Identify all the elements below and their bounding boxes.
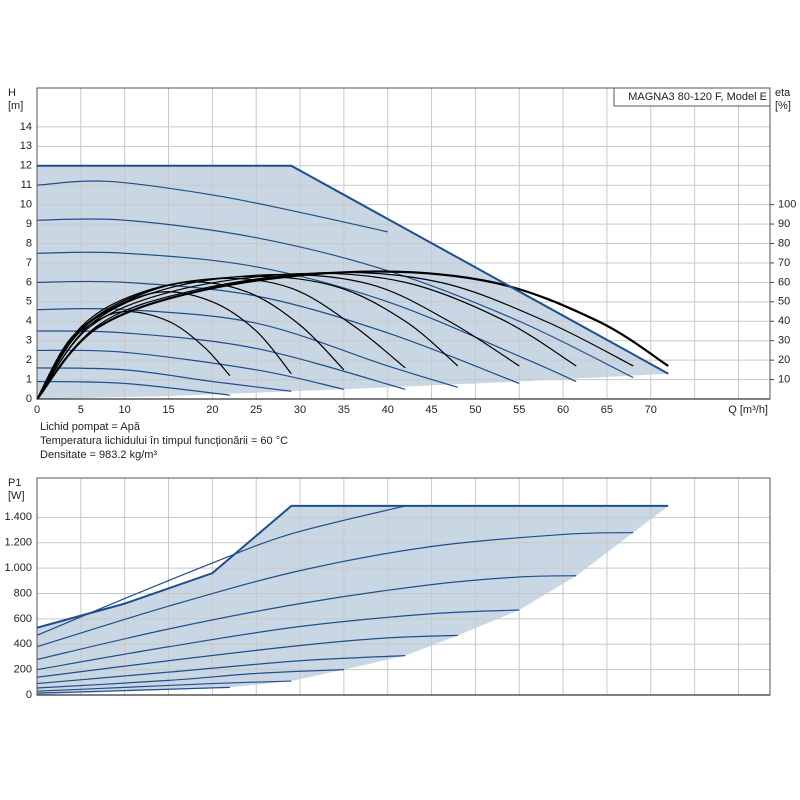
speed-curve [36,349,345,390]
x-tick-label: 0 [34,404,40,416]
y-tick-label: 13 [20,140,32,152]
y2-tick-label: 60 [778,276,790,288]
speed-curve [36,218,634,379]
note: Temperatura lichidului în timpul funcțio… [40,435,288,447]
speed-curve [36,634,458,678]
x-tick-label: 30 [294,404,306,416]
efficiency-curve [36,275,459,400]
speed-curve [36,180,388,233]
y-tick-label: 14 [20,121,32,133]
y-tick-label: 2 [26,354,32,366]
title-box [613,87,771,107]
efficiency-curve [36,270,669,400]
speed-curve [36,505,406,636]
y-tick-label: 0 [26,393,32,405]
speed-curve [36,251,577,383]
x-axis-label: Q [m³/h] [728,404,768,416]
y-tick-label: 1.200 [4,537,32,549]
y-tick-label: 4 [26,315,32,327]
y-tick-label: 12 [20,160,32,172]
x-tick-label: 65 [601,404,613,416]
y-axis-unit: [m] [8,100,23,112]
x-tick-label: 20 [206,404,218,416]
y-tick-label: 800 [14,587,32,599]
y2-tick-label: 100 [778,199,796,211]
y2-tick-label: 70 [778,257,790,269]
x-tick-label: 40 [382,404,394,416]
y-axis-label: H [8,87,16,99]
y-axis-unit: [W] [8,490,25,502]
x-tick-label: 50 [469,404,481,416]
y2-axis-label: eta [775,87,791,99]
y-tick-label: 1 [26,373,32,385]
speed-curve [36,669,344,689]
y-tick-label: 600 [14,613,32,625]
y-tick-label: 7 [26,257,32,269]
y-tick-label: 10 [20,199,32,211]
speed-curve [36,531,634,648]
y2-tick-label: 10 [778,373,790,385]
y-axis-label: P1 [8,477,21,489]
speed-curve [36,680,292,692]
y-tick-label: 3 [26,335,32,347]
y2-tick-label: 40 [778,315,790,327]
x-tick-label: 55 [513,404,525,416]
y-tick-label: 5 [26,296,32,308]
x-tick-label: 35 [338,404,350,416]
efficiency-curve [36,291,292,400]
y2-tick-label: 50 [778,296,790,308]
x-tick-label: 70 [645,404,657,416]
x-tick-label: 60 [557,404,569,416]
y-tick-label: 8 [26,237,32,249]
y2-tick-label: 30 [778,335,790,347]
y-tick-label: 9 [26,218,32,230]
note: Lichid pompat = Apă [40,421,141,433]
max-curve [36,504,669,629]
chart-title: MAGNA3 80-120 F, Model E [628,91,767,103]
y-tick-label: 1.400 [4,511,32,523]
speed-curve [36,307,459,388]
y2-tick-label: 20 [778,354,790,366]
x-tick-label: 5 [78,404,84,416]
speed-curve [36,575,577,661]
x-tick-label: 15 [162,404,174,416]
y-tick-label: 200 [14,664,32,676]
speed-curve [36,655,406,685]
speed-curve [36,609,520,671]
y-tick-label: 11 [21,179,32,191]
y2-axis-unit: [%] [775,100,791,112]
speed-curve [36,367,292,392]
x-tick-label: 45 [425,404,437,416]
y-tick-label: 0 [26,689,32,701]
x-tick-label: 25 [250,404,262,416]
y-tick-label: 400 [14,638,32,650]
y2-tick-label: 90 [778,218,790,230]
speed-curve [36,686,230,694]
note: Densitate = 983.2 kg/m³ [40,449,157,461]
operating-area [37,505,669,695]
y2-tick-label: 80 [778,237,790,249]
x-tick-label: 10 [119,404,131,416]
speed-curve [36,380,230,396]
y-tick-label: 6 [26,276,32,288]
max-curve [37,164,669,375]
y-tick-label: 1.000 [4,562,32,574]
